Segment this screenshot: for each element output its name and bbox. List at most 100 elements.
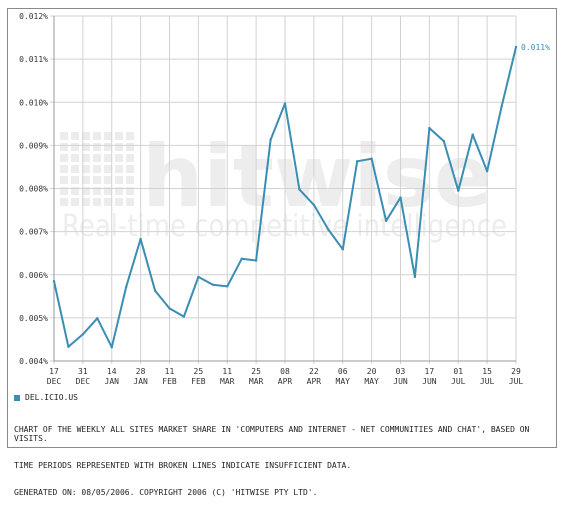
watermark-dot (126, 187, 134, 195)
watermark-dot (126, 143, 134, 151)
legend-label: DEL.ICIO.US (25, 393, 78, 402)
x-axis-ticks: 17DEC31DEC14JAN28JAN11FEB25FEB11MAR25MAR… (47, 367, 524, 386)
watermark-dot (115, 132, 123, 140)
data-point (168, 307, 171, 310)
watermark-dot (82, 176, 90, 184)
y-tick-label: 0.009% (19, 141, 48, 150)
x-tick-month: FEB (162, 377, 177, 386)
x-tick-day: 14 (107, 367, 117, 376)
x-tick-day: 25 (251, 367, 261, 376)
x-tick-month: JUL (509, 377, 524, 386)
data-point (124, 285, 128, 289)
watermark-dot (60, 132, 68, 140)
data-point (485, 170, 489, 173)
data-point (298, 188, 301, 191)
watermark-dot (115, 176, 123, 184)
watermark-dot (60, 198, 68, 206)
end-value-label: 0.011% (521, 43, 550, 52)
watermark-dot (115, 198, 123, 206)
legend: DEL.ICIO.US (14, 393, 78, 402)
data-point (283, 102, 287, 105)
watermark-dot (104, 154, 112, 162)
watermark-dot (60, 143, 68, 151)
note-generated: GENERATED ON: 08/05/2006. COPYRIGHT 2006… (14, 488, 318, 497)
watermark-dot (82, 198, 90, 206)
x-tick-day: 08 (280, 367, 290, 376)
x-tick-month: APR (278, 377, 293, 386)
data-point (269, 138, 272, 141)
x-tick-month: JUL (451, 377, 466, 386)
x-tick-month: JAN (105, 377, 120, 386)
data-point (67, 345, 70, 348)
x-tick-day: 20 (367, 367, 377, 376)
watermark-dot (71, 132, 79, 140)
x-tick-day: 31 (78, 367, 88, 376)
x-tick-day: 22 (309, 367, 319, 376)
watermark-dot (126, 198, 134, 206)
chart-notes: CHART OF THE WEEKLY ALL SITES MARKET SHA… (14, 407, 549, 506)
x-tick-month: JUN (422, 377, 437, 386)
data-point (471, 133, 474, 136)
watermark-dot (93, 198, 101, 206)
data-point (327, 228, 330, 231)
x-tick-day: 06 (338, 367, 348, 376)
watermark-dot (115, 154, 123, 162)
data-point (514, 45, 518, 49)
watermark-dot (71, 154, 79, 162)
data-point (139, 237, 142, 241)
y-tick-label: 0.006% (19, 271, 48, 280)
watermark-dot (93, 165, 101, 173)
watermark-dot (126, 154, 134, 162)
watermark-dot (60, 187, 68, 195)
x-tick-day: 01 (453, 367, 463, 376)
note-description: CHART OF THE WEEKLY ALL SITES MARKET SHA… (14, 425, 535, 443)
watermark-dot (126, 165, 134, 173)
data-point (52, 280, 56, 283)
data-point (182, 315, 186, 318)
data-point (81, 333, 85, 336)
x-tick-day: 25 (194, 367, 204, 376)
data-point (226, 285, 229, 288)
x-tick-day: 03 (396, 367, 406, 376)
x-tick-day: 11 (222, 367, 232, 376)
x-tick-month: DEC (47, 377, 62, 386)
data-point (341, 248, 344, 251)
watermark-dot (104, 143, 112, 151)
data-point (399, 196, 402, 199)
x-tick-month: MAY (364, 377, 379, 386)
x-tick-month: JUN (393, 377, 408, 386)
note-broken-lines: TIME PERIODS REPRESENTED WITH BROKEN LIN… (14, 461, 352, 470)
watermark-dots (60, 132, 134, 206)
x-tick-month: DEC (76, 377, 91, 386)
watermark-dot (82, 165, 90, 173)
y-tick-label: 0.007% (19, 228, 48, 237)
watermark-dot (115, 143, 123, 151)
legend-swatch (14, 394, 20, 401)
watermark-dot (71, 187, 79, 195)
watermark-dot (71, 198, 79, 206)
watermark-dot (60, 176, 68, 184)
series-layer: 0.011% (52, 43, 550, 349)
y-axis-ticks: 0.004% 0.005% 0.006% 0.007% 0.008% 0.009% 0.01… (19, 12, 48, 366)
x-tick-month: JUL (480, 377, 495, 386)
y-tick-label: 0.010% (19, 98, 48, 107)
watermark-dot (93, 187, 101, 195)
watermark-dot (93, 176, 101, 184)
watermark-dot (71, 176, 79, 184)
data-point (211, 283, 215, 286)
data-point (355, 160, 359, 163)
watermark-dot (71, 143, 79, 151)
watermark-dot (93, 154, 101, 162)
data-point (240, 257, 243, 260)
data-point (153, 289, 157, 292)
data-point (370, 157, 373, 160)
grid-lines (50, 15, 517, 364)
data-point (428, 126, 431, 130)
data-point (413, 275, 417, 279)
data-point (96, 317, 99, 320)
watermark-dot (82, 154, 90, 162)
watermark-dot (60, 165, 68, 173)
watermark-dot (93, 143, 101, 151)
x-tick-day: 15 (482, 367, 492, 376)
